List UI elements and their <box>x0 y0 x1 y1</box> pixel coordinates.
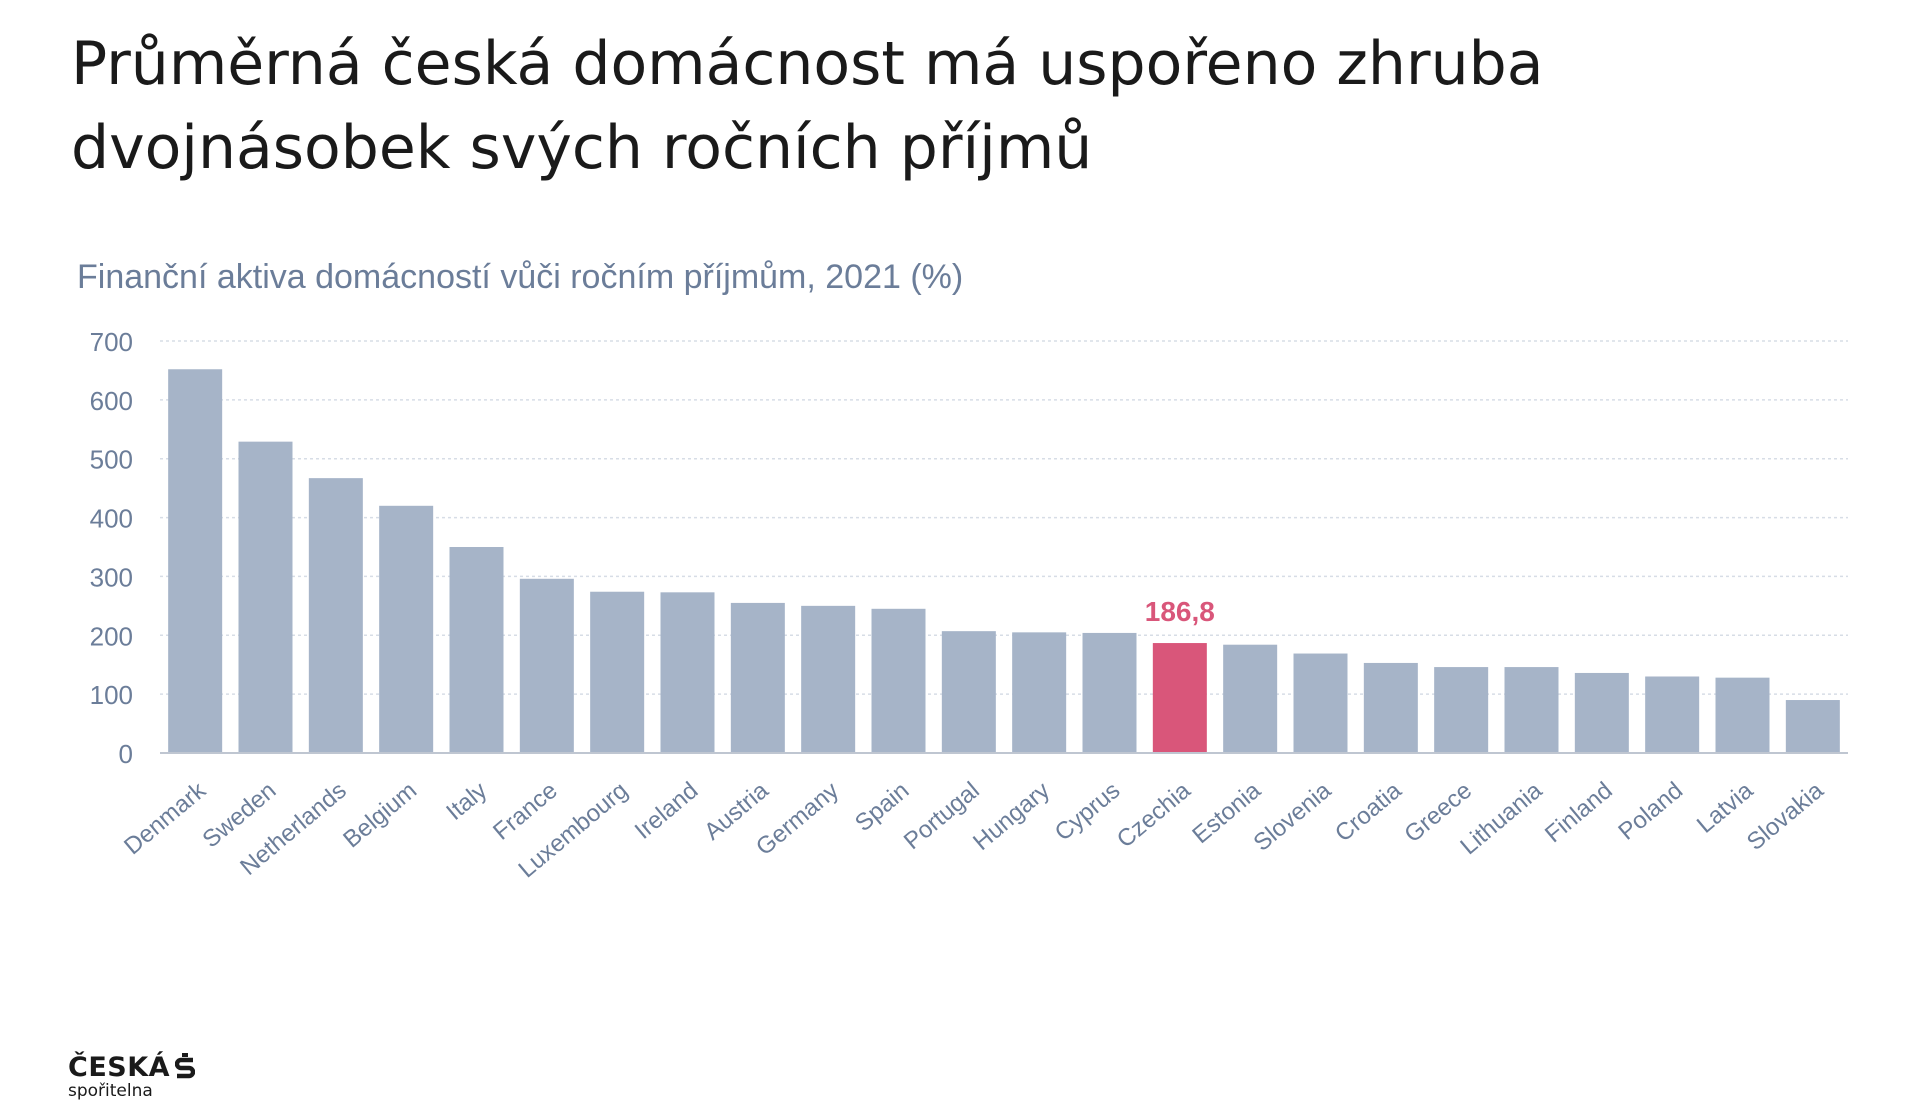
bar-latvia <box>1715 677 1770 753</box>
x-tick-label: Italy <box>441 777 492 826</box>
bar-slovakia <box>1785 700 1840 753</box>
y-tick-label: 300 <box>90 562 133 592</box>
bar-czechia <box>1152 643 1207 753</box>
x-tick-label: Poland <box>1613 777 1688 846</box>
y-tick-label: 500 <box>90 445 133 475</box>
x-tick-label: Portugal <box>899 777 985 855</box>
x-tick-label: Croatia <box>1330 776 1407 847</box>
x-tick-label: Czechia <box>1112 777 1196 854</box>
x-tick-label: Belgium <box>338 777 422 853</box>
bar-luxembourg <box>590 591 645 753</box>
bar-slovenia <box>1293 653 1348 753</box>
bar-sweden <box>238 441 293 753</box>
bar-estonia <box>1223 644 1278 753</box>
logo-wordmark: ČESKÁ <box>68 1052 171 1083</box>
bar-finland <box>1574 672 1629 753</box>
x-tick-label: Denmark <box>119 776 212 860</box>
bar-belgium <box>379 505 434 753</box>
x-tick-label: Ireland <box>630 777 704 845</box>
bar-greece <box>1434 667 1489 753</box>
bar-spain <box>871 608 926 753</box>
x-tick-label: Slovenia <box>1248 776 1336 856</box>
bar-austria <box>730 602 785 753</box>
x-tick-label: Slovakia <box>1742 776 1829 855</box>
title-line-2: dvojnásobek svých ročních příjmů <box>71 113 1093 183</box>
slide-title: Průměrná česká domácnost má uspořeno zhr… <box>71 22 1831 190</box>
y-tick-label: 0 <box>119 739 133 769</box>
logo-s-icon <box>175 1052 196 1078</box>
x-tick-label: Spain <box>850 777 914 837</box>
bar-lithuania <box>1504 667 1559 753</box>
bar-poland <box>1645 676 1700 753</box>
x-tick-label: Finland <box>1540 777 1618 848</box>
logo-subtitle: spořitelna <box>68 1081 153 1101</box>
y-tick-label: 700 <box>90 327 133 357</box>
bar-portugal <box>941 631 996 753</box>
bar-chart: 0100200300400500600700DenmarkSwedenNethe… <box>90 327 1848 883</box>
bar-denmark <box>168 369 223 753</box>
bar-cyprus <box>1082 632 1137 753</box>
data-label: 186,8 <box>1145 596 1215 627</box>
y-tick-label: 200 <box>90 621 133 651</box>
bar-france <box>519 578 574 753</box>
bar-germany <box>801 605 856 753</box>
bar-netherlands <box>308 478 363 753</box>
logo: ČESKÁ spořitelna <box>68 1052 196 1101</box>
bar-italy <box>449 547 504 753</box>
y-tick-label: 100 <box>90 680 133 710</box>
y-tick-label: 600 <box>90 386 133 416</box>
chart-title: Finanční aktiva domácností vůči ročním p… <box>77 258 964 296</box>
bar-ireland <box>660 592 715 753</box>
bar-hungary <box>1012 632 1067 753</box>
y-tick-label: 400 <box>90 504 133 534</box>
title-line-1: Průměrná česká domácnost má uspořeno zhr… <box>71 29 1544 99</box>
x-tick-label: Hungary <box>968 777 1055 856</box>
bar-croatia <box>1363 662 1418 753</box>
